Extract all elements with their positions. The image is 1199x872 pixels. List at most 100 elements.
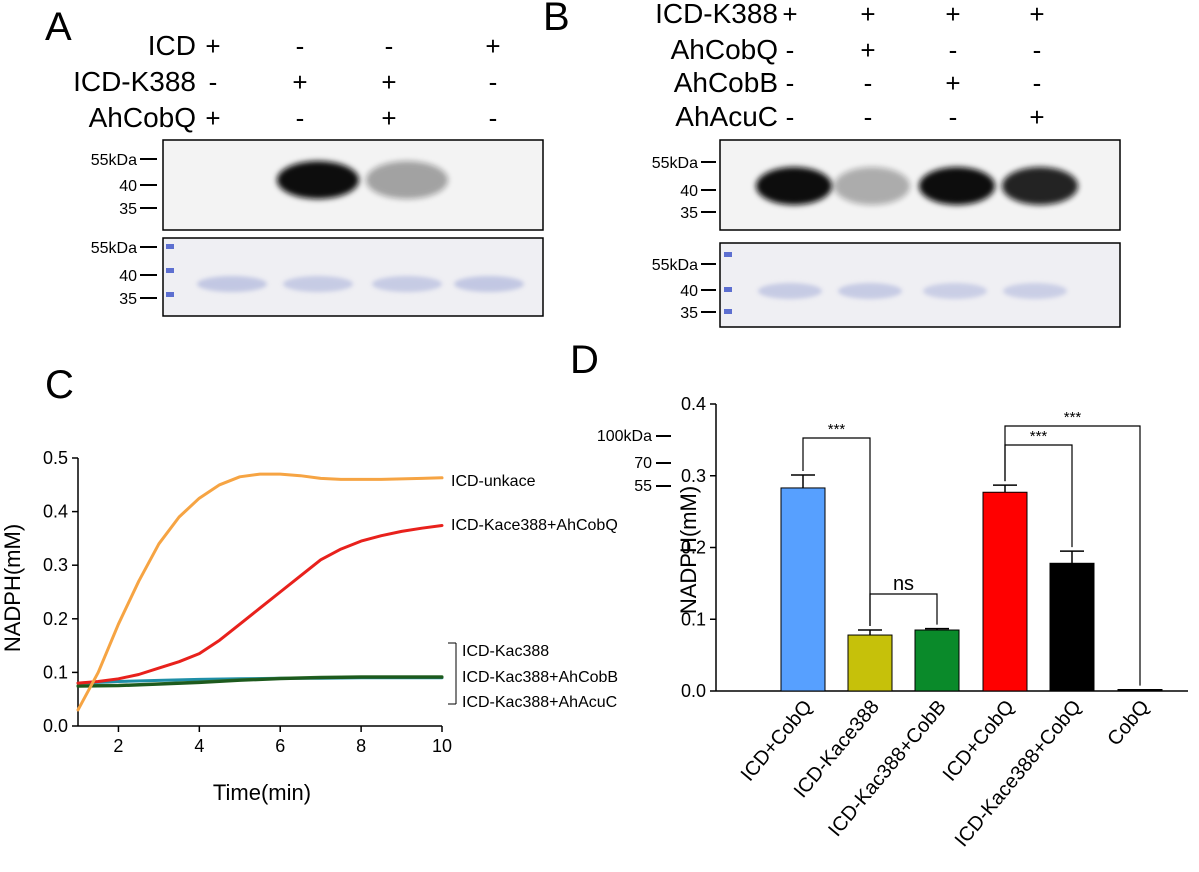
panel-c-y-tick-label: 0.4 (43, 502, 68, 522)
panel-d-significance-label: *** (1030, 428, 1048, 445)
panel-b-gel-marker: 35 (680, 305, 698, 322)
panel-d-y-tick-label: 0.2 (681, 538, 706, 558)
panel-d-bar-chart: 0.0 0.1 0.2 0.3 0.4 ICD+CobQICD-Kace388ICD-K… (676, 394, 1188, 851)
panel-c-y-tick-label: 0.5 (43, 448, 68, 468)
panel-b-blot-band (1002, 167, 1078, 205)
panel-a-row-label: AhCobQ (89, 102, 196, 133)
panel-a-sign: + (205, 103, 220, 133)
panel-b-sign: - (786, 35, 795, 65)
panel-d-significance-label: *** (1064, 409, 1082, 426)
panel-a-blot-marker: 35 (119, 201, 137, 218)
panel-c-series-line (76, 472, 444, 712)
panel-a-sign: - (489, 67, 498, 97)
panel-a-gel-marker: 55kDa (91, 240, 137, 257)
panel-d-category-label: CobQ (1103, 696, 1153, 750)
panel-d-significance: *** ns *** *** (802, 409, 1141, 686)
panel-a-sign: - (209, 67, 218, 97)
panel-c-line-label: ICD-Kace388+AhCobQ (451, 517, 618, 534)
panel-b-sign: - (949, 102, 958, 132)
panel-c-x-axis-title: Time(min) (213, 780, 311, 805)
panel-a-gel-band (454, 276, 524, 292)
panel-b-row-label: AhCobB (674, 67, 778, 98)
panel-b-gel-marker: 55kDa (652, 257, 698, 274)
panel-d-y-tick-label: 0.1 (681, 609, 706, 629)
panel-d-bar (1117, 689, 1163, 692)
panel-d-bar (982, 491, 1028, 692)
panel-a-gel-marker: 35 (119, 291, 137, 308)
panel-b-sign: - (1033, 68, 1042, 98)
panel-c-line-label: ICD-Kac388 (462, 643, 549, 660)
panel-c-lines (76, 472, 444, 712)
panel-a-sign: + (485, 31, 500, 61)
panel-d-bar (780, 487, 826, 692)
panel-b-sign: - (949, 35, 958, 65)
panel-b-sign: - (864, 68, 873, 98)
overlay-marker: 100kDa (597, 428, 652, 445)
panel-c-y-tick-label: 0.2 (43, 609, 68, 629)
panel-a-gel-band (197, 276, 267, 292)
panel-b-row-label: ICD-K388 (655, 0, 778, 29)
panel-c-axes: 0.0 0.1 0.2 0.3 0.4 0.5 2 4 6 8 10 (43, 448, 452, 756)
panel-c-x-tick-label: 10 (432, 736, 452, 756)
panel-c-y-axis-title: NADPH(mM) (0, 524, 25, 652)
panel-a-sign: + (381, 67, 396, 97)
panel-c-x-tick-label: 4 (194, 736, 204, 756)
panel-b-sign: + (1029, 102, 1044, 132)
overlay-markers: 100kDa 70 55 (597, 428, 671, 495)
panel-d-significance-bracket (802, 437, 871, 627)
panel-a-gel-band (283, 276, 353, 292)
panel-d-bar (1049, 562, 1095, 692)
panel-c-y-tick-label: 0.1 (43, 662, 68, 682)
panel-c-line-label: ICD-Kac388+AhCobB (462, 669, 618, 686)
panel-a-row-label: ICD (148, 30, 196, 61)
panel-a-sign: + (205, 31, 220, 61)
panel-b-ladder-band (724, 252, 732, 257)
panel-b-sign: + (945, 0, 960, 29)
panel-b-sign: + (860, 0, 875, 29)
panel-b-sign: - (786, 102, 795, 132)
panel-d-bars: ICD+CobQICD-Kace388ICD-Kac388+CobBICD+Co… (737, 474, 1163, 851)
panel-d-y-tick-label: 0.3 (681, 466, 706, 486)
panel-b-blot-band (756, 167, 832, 205)
panel-a-blot-marker: 40 (119, 178, 137, 195)
panel-a-gel-band (372, 276, 442, 292)
panel-c-line-label: ICD-unkace (451, 473, 536, 490)
panel-d-y-tick-label: 0.0 (681, 681, 706, 701)
panel-b-blot-band (834, 167, 910, 205)
overlay-marker: 55 (634, 478, 652, 495)
panel-a-ladder-band (166, 292, 174, 297)
panel-d-significance-bracket (1004, 425, 1141, 686)
panel-b-sign: + (1029, 0, 1044, 29)
panel-a-ladder-band (166, 244, 174, 249)
panel-d-y-tick-label: 0.4 (681, 394, 706, 414)
panel-b-blot-marker: 55kDa (652, 155, 698, 172)
panel-b-sign: - (1033, 35, 1042, 65)
panel-c-y-tick-label: 0.3 (43, 555, 68, 575)
panel-a-sign: - (296, 103, 305, 133)
panel-c-x-tick-label: 6 (275, 736, 285, 756)
panel-a-gel-marker: 40 (119, 268, 137, 285)
panel-b-row-label: AhAcuC (675, 101, 778, 132)
panel-b: ICD-K388 AhCobQ AhCobB AhAcuC + + + + - … (652, 0, 1121, 328)
panel-b-sign: + (945, 68, 960, 98)
panel-b-gel-band (923, 283, 987, 299)
panel-c-series-line (76, 675, 444, 688)
panel-a-ladder-band (166, 268, 174, 273)
panel-b-sign: - (864, 102, 873, 132)
panel-b-gel-band (758, 283, 822, 299)
panel-d-y-axis-title: NADPH(mM) (676, 486, 701, 614)
panel-a-blot-band (277, 161, 359, 199)
panel-b-blot-marker: 35 (680, 205, 698, 222)
panel-b-blot-bands (756, 167, 1078, 205)
panel-b-sign: - (786, 68, 795, 98)
panel-a-sign: - (385, 31, 394, 61)
panel-a-gel-bands (197, 276, 524, 292)
panel-c-line-chart: 0.0 0.1 0.2 0.3 0.4 0.5 2 4 6 8 10 Time(min) NADPH… (0, 448, 618, 805)
panel-b-sign: + (782, 0, 797, 29)
panel-d-significance-bracket (869, 593, 938, 627)
overlay-marker: 70 (634, 455, 652, 472)
panel-a-blot-band (366, 161, 448, 199)
panel-c-x-tick-label: 2 (113, 736, 123, 756)
panel-b-blot-marker: 40 (680, 183, 698, 200)
